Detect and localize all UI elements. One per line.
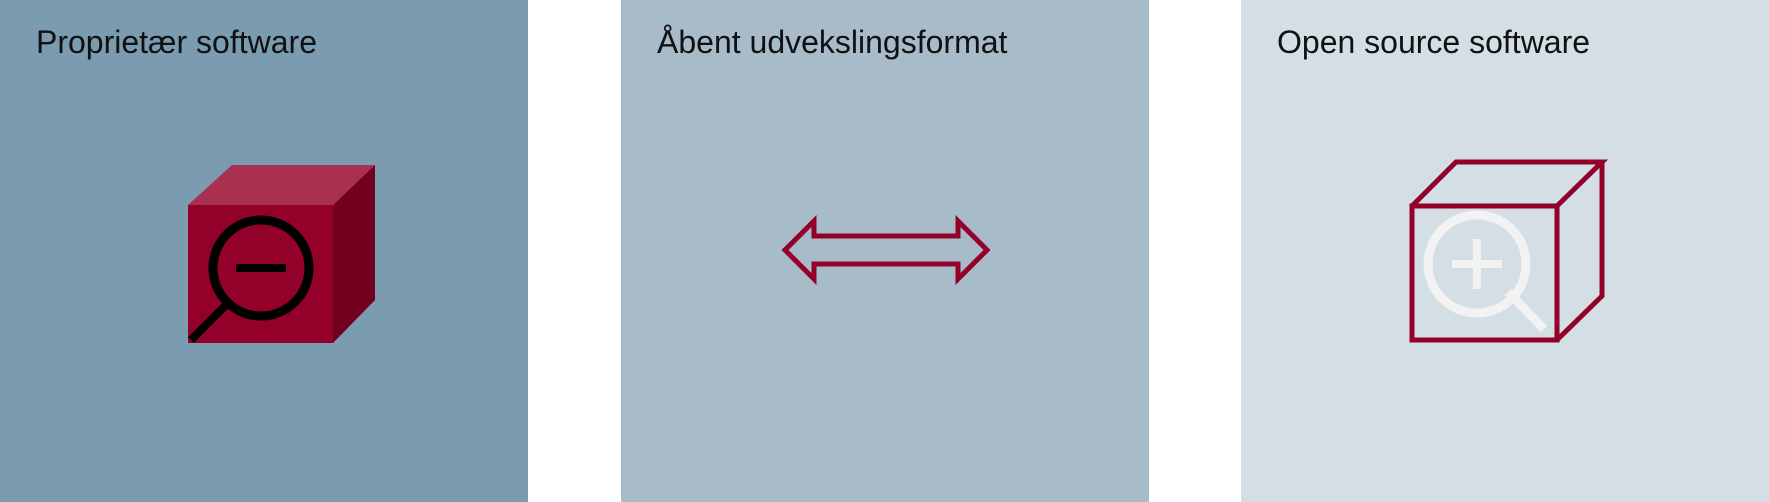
magnifier-handle [188, 303, 228, 343]
double-headed-arrow-icon [781, 214, 991, 285]
box-side-face [333, 165, 375, 343]
closed-box-zoom-out-icon [188, 165, 375, 343]
exchange-format-panel: Åbent udvekslingsformat [621, 0, 1149, 502]
panel-title: Proprietær software [36, 24, 317, 60]
panel-title: Åbent udvekslingsformat [657, 24, 1008, 60]
minus-sign [236, 264, 286, 272]
plus-sign-vertical [1473, 239, 1481, 289]
panel-title: Open source software [1277, 24, 1591, 60]
magnifier-lens [1423, 210, 1531, 318]
magnifier-lens [208, 215, 314, 321]
arrow-outline [781, 214, 991, 285]
box-top-face [188, 165, 375, 205]
open-source-software-panel: Open source software [1241, 0, 1769, 502]
proprietary-software-panel: Proprietær software [0, 0, 528, 502]
box-side-edge [1555, 162, 1605, 342]
open-box-zoom-in-icon [1409, 159, 1609, 343]
box-front-edge [1409, 203, 1560, 343]
box-top-edge [1410, 159, 1609, 208]
